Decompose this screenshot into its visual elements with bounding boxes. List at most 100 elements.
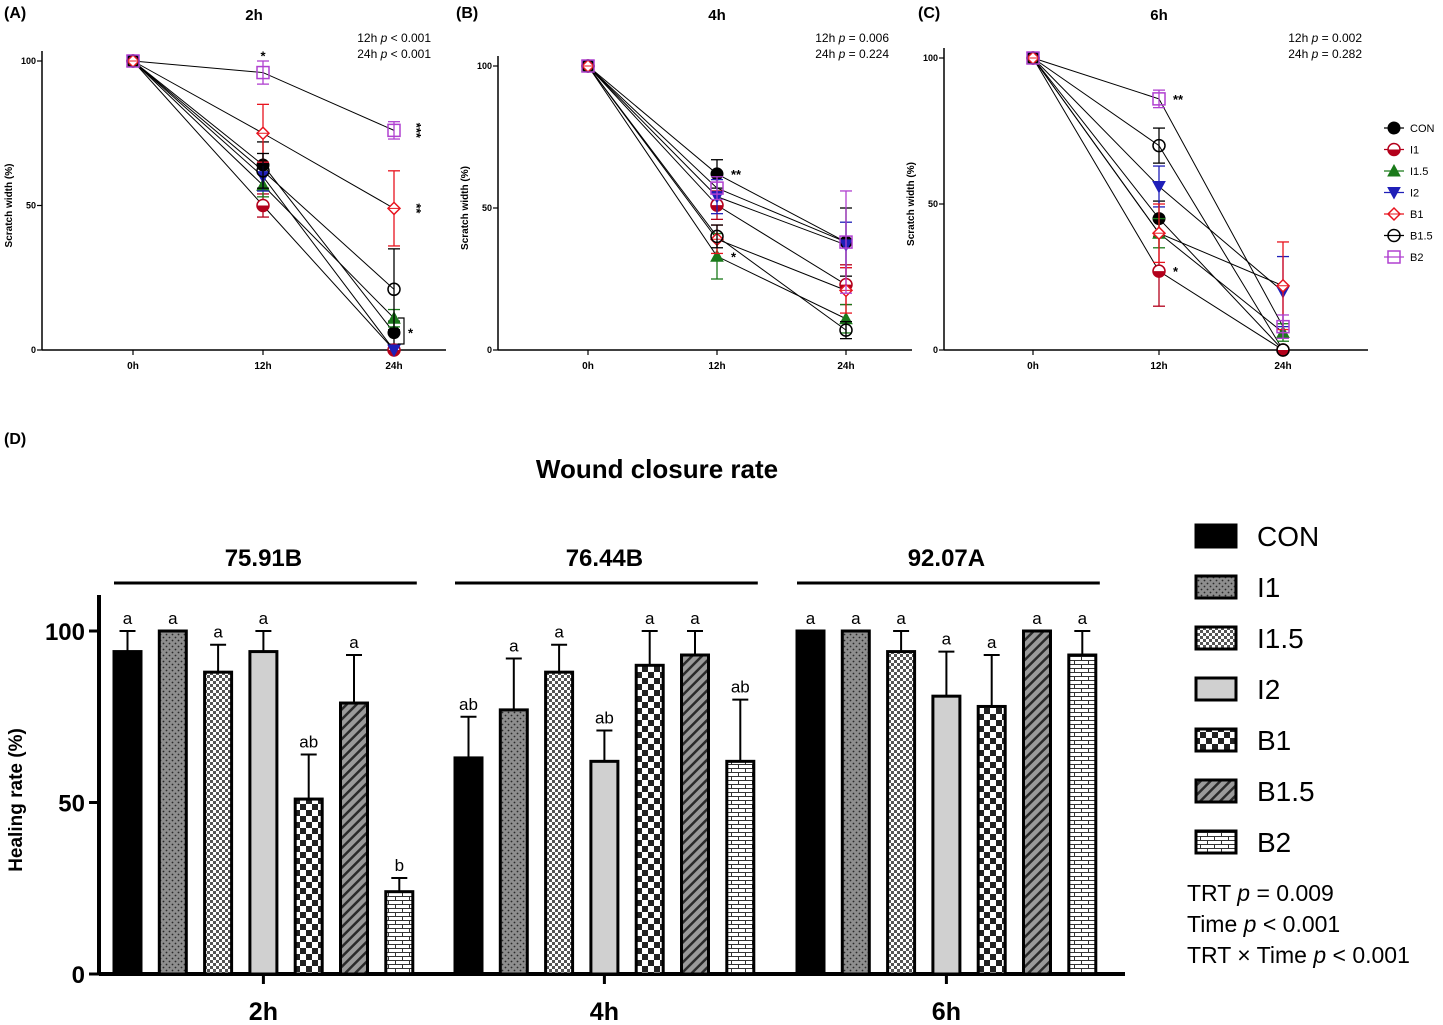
bar-legend-item-b1: B1	[1194, 725, 1291, 756]
stats-value: < 0.001	[1326, 942, 1410, 968]
legend-marker	[1387, 163, 1401, 177]
bar-legend-item-i1: I1	[1194, 572, 1280, 603]
point-b2	[839, 235, 853, 249]
bar-letter-label: a	[942, 630, 952, 649]
p-symbol: p	[1311, 47, 1319, 61]
line-panel-2h: 0 50 100 0h 12h 24h Scratch width (%) 2h 12h p <…	[4, 7, 446, 372]
bar-b1	[293, 797, 324, 976]
point-b1	[1151, 226, 1167, 241]
bar-letter-label: ab	[595, 708, 614, 727]
point-b1-5	[839, 323, 853, 337]
bar-letter-label: a	[349, 633, 359, 652]
bar-i2	[248, 650, 279, 976]
point-b2	[1026, 51, 1040, 65]
bar-i1	[157, 629, 188, 976]
point-b2	[581, 59, 595, 73]
legend-item-i1-5: I1.5	[1384, 163, 1428, 178]
point-b2	[1276, 319, 1290, 334]
bar-chart: Wound closure rate 0 50 100 Healing rate (%)…	[6, 454, 1410, 1025]
bar-letter-label: ab	[459, 695, 478, 714]
bar-legend-label: B1	[1257, 725, 1291, 756]
bar-b1-5	[339, 701, 369, 976]
point-b1	[386, 201, 402, 216]
point-i2	[387, 344, 401, 358]
bar-chart-title: Wound closure rate	[536, 454, 778, 484]
bar-y-tick-label: 0	[72, 962, 85, 989]
group-mean-label: 92.07A	[908, 545, 985, 572]
error-bar-b2	[257, 60, 269, 85]
p-symbol: p	[380, 47, 388, 61]
legend-marker	[1387, 250, 1401, 264]
legend-marker-fill	[1388, 149, 1400, 156]
bar-y-axis-label: Healing rate (%)	[6, 728, 27, 872]
stats-line-2: Time p < 0.001	[1187, 911, 1340, 937]
legend-label: B1.5	[1410, 231, 1433, 243]
legend-item-b1: B1	[1384, 206, 1423, 222]
bar-b1-5	[1022, 629, 1052, 976]
point-i1-fill	[257, 205, 269, 212]
bar-legend-label: I1	[1257, 572, 1280, 603]
significance-mark: *	[1173, 264, 1179, 279]
p-value-number: = 0.002	[1318, 31, 1362, 45]
significance-mark: *	[408, 326, 414, 341]
error-bar-b1-5	[711, 224, 723, 249]
point-i2	[1152, 180, 1166, 194]
bar-x-tick-label: 6h	[932, 998, 961, 1025]
point-i1	[256, 198, 270, 213]
error-bar-b2	[840, 190, 852, 294]
legend-label: I1	[1410, 145, 1419, 157]
bar-letter-label: a	[1078, 609, 1088, 628]
panel-title: 4h	[708, 7, 726, 24]
bar-letter-label: a	[213, 623, 223, 642]
x-tick-label: 0h	[127, 361, 139, 372]
group-mean-label: 75.91B	[225, 545, 302, 572]
p-value-number: < 0.001	[387, 47, 431, 61]
bar-letter-label: a	[690, 609, 700, 628]
p-value-24h: 24h p = 0.224	[815, 47, 889, 61]
bar-i1-5	[886, 650, 917, 976]
legend-label: B1	[1410, 209, 1423, 221]
bar-b2	[1067, 653, 1098, 976]
stats-prefix: TRT	[1187, 880, 1237, 906]
bar-letter-label: ab	[731, 678, 750, 697]
x-tick-label: 0h	[582, 361, 594, 372]
point-b2	[1152, 92, 1166, 106]
bar-letter-label: a	[806, 609, 816, 628]
point-b1-5	[387, 282, 401, 297]
bar-letter-label: a	[259, 609, 269, 628]
bar-legend-label: B1.5	[1257, 776, 1315, 807]
significance-bracket	[398, 317, 405, 345]
stats-value: = 0.009	[1250, 880, 1334, 906]
legend-label: CON	[1410, 123, 1435, 135]
p-value-prefix: 24h	[1288, 47, 1311, 61]
line-panel-6h: 0 50 100 0h 12h 24h Scratch width (%) 6h 12h p =…	[906, 7, 1368, 372]
series-line-b2	[1032, 57, 1284, 327]
x-tick-label: 0h	[1027, 361, 1039, 372]
error-bar-b2	[711, 176, 723, 201]
bar-legend-swatch	[1194, 523, 1238, 549]
bar-x-tick-label: 4h	[590, 998, 619, 1025]
bar-letter-label: a	[168, 609, 178, 628]
y-tick-label: 100	[21, 56, 36, 66]
stats-line-1: TRT p = 0.009	[1187, 880, 1334, 906]
bar-legend-label: I1.5	[1257, 623, 1304, 654]
legend-marker	[1387, 142, 1401, 157]
y-tick-label: 0	[31, 345, 36, 355]
p-value-prefix: 12h	[357, 31, 380, 45]
bar-i2	[931, 694, 962, 976]
bar-letter-label: a	[1032, 609, 1042, 628]
bar-legend-label: B2	[1257, 827, 1291, 858]
bar-letter-label: a	[851, 609, 861, 628]
panel-title: 2h	[245, 7, 263, 24]
significance-mark: **	[731, 167, 742, 182]
legend-marker	[1387, 121, 1401, 135]
bar-legend-item-b1-5: B1.5	[1194, 776, 1315, 807]
error-bar-b1-5	[1153, 127, 1165, 164]
y-tick-label: 100	[923, 53, 938, 63]
y-tick-label: 0	[487, 345, 492, 355]
p-symbol: p	[380, 31, 388, 45]
y-axis-label: Scratch width (%)	[4, 164, 15, 248]
panel-label-b: (B)	[456, 5, 478, 22]
x-tick-label: 12h	[1150, 361, 1167, 372]
